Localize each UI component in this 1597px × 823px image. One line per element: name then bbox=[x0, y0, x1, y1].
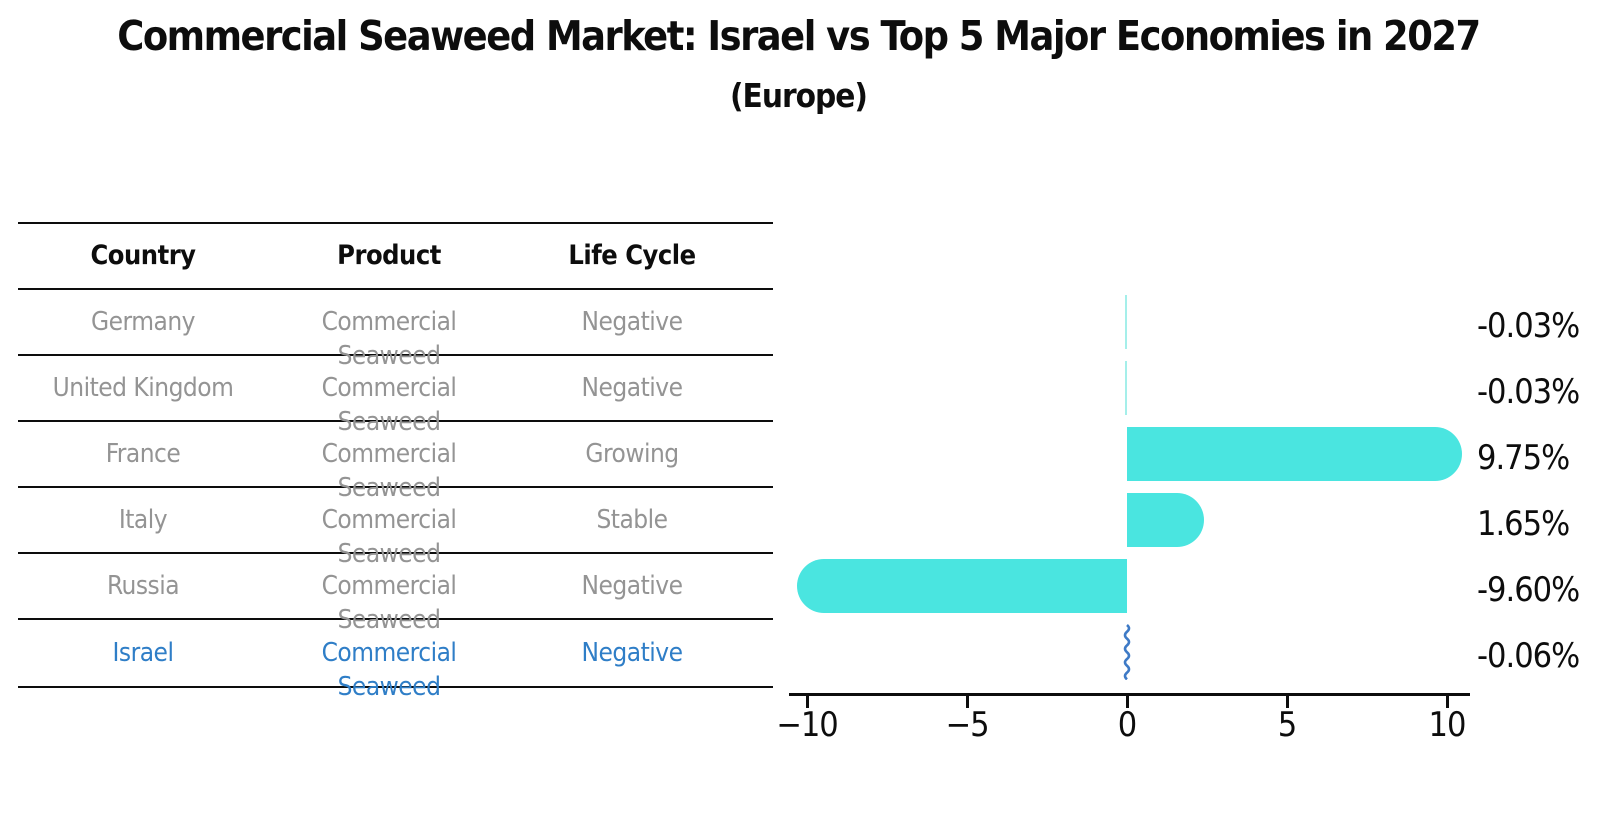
value-label-france: 9.75% bbox=[1477, 438, 1570, 478]
x-axis-tick bbox=[966, 696, 969, 708]
table-header-rule bbox=[18, 288, 773, 290]
cell-life-cycle: Negative bbox=[581, 638, 683, 668]
x-axis-tick-label: 10 bbox=[1428, 705, 1467, 745]
x-axis-tick bbox=[1446, 696, 1449, 708]
x-axis-line bbox=[789, 693, 1470, 696]
table-row-rule bbox=[18, 354, 773, 356]
x-axis-tick bbox=[1286, 696, 1289, 708]
table-row: Italy Commercial Seaweed Stable bbox=[0, 503, 780, 569]
table-row-rule bbox=[18, 420, 773, 422]
cell-life-cycle: Negative bbox=[581, 307, 683, 337]
cell-country: United Kingdom bbox=[52, 373, 234, 403]
column-header-life-cycle: Life Cycle bbox=[568, 240, 696, 271]
bar-italy bbox=[1127, 493, 1205, 547]
x-axis-tick bbox=[1126, 696, 1129, 708]
value-label-russia: -9.60% bbox=[1477, 570, 1580, 610]
column-header-product: Product bbox=[337, 240, 441, 271]
table-row: France Commercial Seaweed Growing bbox=[0, 437, 780, 503]
table-border-top bbox=[18, 222, 773, 224]
highlight-squiggle-bar bbox=[1123, 624, 1131, 680]
cell-country: Israel bbox=[112, 638, 174, 668]
value-label-israel: -0.06% bbox=[1477, 636, 1580, 676]
cell-product: Commercial Seaweed bbox=[321, 373, 457, 437]
table-row-rule bbox=[18, 618, 773, 620]
table-row-rule bbox=[18, 552, 773, 554]
cell-country: Russia bbox=[106, 571, 180, 601]
cell-life-cycle: Negative bbox=[581, 373, 683, 403]
cell-life-cycle: Growing bbox=[585, 439, 679, 469]
cell-country: Italy bbox=[118, 505, 168, 535]
x-axis-tick-label: −10 bbox=[776, 705, 839, 745]
table-row: Germany Commercial Seaweed Negative bbox=[0, 305, 780, 371]
x-axis-tick-label: 0 bbox=[1117, 705, 1137, 745]
bar-germany bbox=[1124, 295, 1127, 349]
cell-product: Commercial Seaweed bbox=[321, 307, 457, 371]
cell-life-cycle: Negative bbox=[581, 571, 683, 601]
bar-united-kingdom bbox=[1124, 361, 1127, 415]
column-header-country: Country bbox=[90, 240, 196, 271]
bar-france bbox=[1127, 427, 1463, 481]
cell-product: Commercial Seaweed bbox=[321, 439, 457, 503]
x-axis-tick-label: −5 bbox=[945, 705, 989, 745]
table-row: Israel Commercial Seaweed Negative bbox=[0, 636, 780, 702]
cell-country: France bbox=[105, 439, 181, 469]
chart-title: Commercial Seaweed Market: Israel vs Top… bbox=[117, 12, 1481, 60]
table-row: United Kingdom Commercial Seaweed Negati… bbox=[0, 371, 780, 437]
x-axis-tick bbox=[806, 696, 809, 708]
value-label-united-kingdom: -0.03% bbox=[1477, 372, 1580, 412]
cell-country: Germany bbox=[91, 307, 195, 337]
cell-product: Commercial Seaweed bbox=[321, 571, 457, 635]
table-row: Russia Commercial Seaweed Negative bbox=[0, 569, 780, 635]
value-label-italy: 1.65% bbox=[1477, 504, 1570, 544]
chart-subtitle: (Europe) bbox=[729, 76, 868, 115]
cell-product: Commercial Seaweed bbox=[321, 505, 457, 569]
table-row-rule bbox=[18, 486, 773, 488]
x-axis-tick-label: 5 bbox=[1277, 705, 1297, 745]
table-border-bottom bbox=[18, 686, 773, 688]
cell-product: Commercial Seaweed bbox=[321, 638, 457, 702]
value-label-germany: -0.03% bbox=[1477, 306, 1580, 346]
bar-russia bbox=[796, 559, 1127, 613]
cell-life-cycle: Stable bbox=[596, 505, 668, 535]
